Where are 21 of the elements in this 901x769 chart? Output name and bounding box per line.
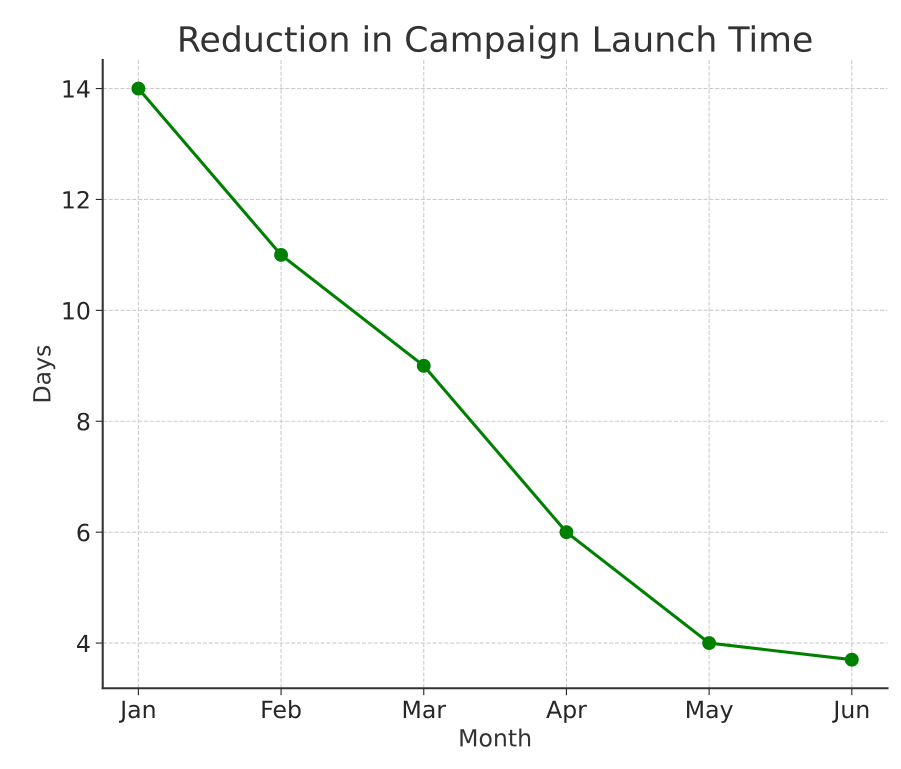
point — [702, 636, 716, 650]
x-tick-label: Jun — [832, 700, 868, 723]
x-tick-label: Apr — [546, 700, 587, 723]
y-tick-label: 14 — [63, 80, 90, 98]
x-tick-label: Mar — [404, 700, 446, 718]
y-tick-label: 10 — [63, 302, 90, 320]
y-tick-label: 6 — [78, 524, 90, 542]
y-tick-label: 8 — [77, 412, 90, 431]
point — [416, 358, 431, 373]
x-tick-label: Jan — [118, 700, 155, 723]
point — [274, 248, 288, 262]
x-tick-label: May — [687, 700, 733, 723]
chart-title: Reduction in Campaign Launch Time — [180, 25, 812, 59]
x-axis-title: Month — [460, 728, 530, 747]
y-axis-title: Days — [33, 346, 56, 402]
x-tick-label: Feb — [262, 700, 301, 718]
point — [131, 82, 146, 96]
y-tick-label: 12 — [63, 190, 89, 208]
point — [559, 525, 574, 540]
point — [844, 652, 859, 667]
y-tick-label: 4 — [77, 634, 90, 652]
